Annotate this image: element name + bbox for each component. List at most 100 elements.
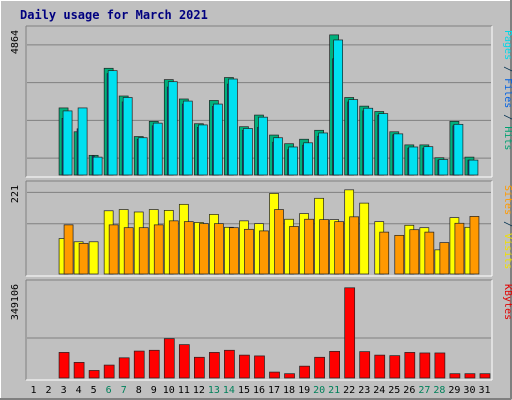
bar-kbytes-day-10 [163,338,175,379]
bar-pages-day-20 [318,132,328,176]
panel-visits-sites: 221 Sites / Visits [10,180,512,277]
x-tick-label-day-17: 17 [268,385,280,396]
bar-pages-day-9 [152,122,163,176]
bar-pages-day-21 [333,39,343,176]
bar-sites-day-28 [439,242,450,275]
legend-entry: / [502,215,512,233]
bar-sites-day-21 [334,221,344,275]
bar-kbytes-day-12 [194,356,205,379]
bar-sites-day-14 [229,227,239,275]
bar-pages-day-29 [453,123,464,176]
bar-sites-day-13 [214,223,224,275]
bar-kbytes-day-19 [299,365,310,379]
bar-pages-day-28 [438,159,449,176]
legend-entry: Hits [502,126,512,150]
bar-kbytes-day-30 [464,373,476,379]
bar-sites-day-9 [153,224,164,275]
bar-pages-day-19 [303,142,313,176]
chart-title: Daily usage for March 2021 [20,8,208,22]
bar-pages-day-17 [273,137,283,176]
bar-pages-day-12 [198,124,208,176]
legend-entry: Sites [502,185,512,215]
bar-sites-day-6 [108,224,119,275]
bar-kbytes-day-7 [118,357,130,379]
bar-kbytes-day-31 [479,373,491,379]
bar-kbytes-day-11 [178,344,190,379]
bar-pages-day-30 [468,159,479,176]
bar-sites-day-26 [409,229,420,275]
bar-pages-day-10 [167,81,178,176]
x-tick-label-day-2: 2 [46,385,52,396]
bar-kbytes-day-28 [434,352,446,379]
bar-kbytes-day-16 [254,355,265,379]
bar-sites-day-10 [168,220,179,275]
x-tick-label-day-3: 3 [61,385,67,396]
x-tick-label-day-19: 19 [298,385,310,396]
legend-entry: Files [502,78,512,108]
x-tick-label-day-21: 21 [328,385,340,396]
x-tick-label-day-16: 16 [253,385,265,396]
bar-pages-day-11 [182,100,193,176]
x-tick-label-day-27: 27 [418,385,430,396]
bar-kbytes-day-22 [344,287,356,379]
bar-pages-day-15 [243,128,253,176]
x-tick-label-day-22: 22 [343,385,355,396]
bar-sites-day-3 [63,224,74,275]
bar-sites-day-11 [183,221,194,275]
bar-pages-day-6 [107,70,118,176]
bar-kbytes-day-5 [88,370,100,379]
x-tick-label-day-6: 6 [106,385,112,396]
panel-legend: Pages / Files / Hits [502,30,512,150]
bar-pages-day-16 [258,116,268,176]
x-tick-label-day-18: 18 [283,385,295,396]
bar-kbytes-day-4 [73,362,85,379]
bar-pages-day-27 [423,146,434,176]
bar-sites-day-17 [274,209,284,275]
bar-pages-day-5 [92,156,103,176]
x-tick-label-day-1: 1 [31,385,37,396]
bar-kbytes-day-18 [284,373,295,379]
bar-sites-day-27 [424,231,435,275]
x-tick-label-day-20: 20 [313,385,325,396]
bar-pages-day-24 [378,113,389,176]
bar-kbytes-day-26 [404,352,416,379]
bar-sites-day-8 [138,227,149,275]
bar-kbytes-day-8 [133,350,145,379]
x-tick-label-day-12: 12 [193,385,205,396]
legend-entry: KBytes [502,284,512,320]
bar-pages-day-26 [408,146,419,176]
bar-kbytes-day-29 [449,373,461,379]
bar-sites-day-7 [123,227,134,275]
x-tick-label-day-4: 4 [76,385,82,396]
bar-kbytes-day-17 [269,371,280,379]
bar-kbytes-day-13 [209,352,220,379]
bar-sites-day-15 [244,228,254,275]
bar-pages-day-13 [213,103,223,176]
bar-pages-day-18 [288,146,298,176]
bar-sites-day-20 [319,219,329,275]
x-tick-label-day-26: 26 [403,385,415,396]
x-tick-label-day-25: 25 [388,385,400,396]
bar-pages-day-8 [137,137,148,176]
bar-sites-day-4 [78,243,89,275]
x-tick-label-day-10: 10 [163,385,175,396]
bar-pages-day-14 [228,78,238,176]
bar-sites-day-30 [469,216,480,275]
legend-entry: / [502,60,512,78]
bar-sites-day-12 [199,223,209,275]
x-tick-label-day-7: 7 [121,385,127,396]
x-tick-label-day-13: 13 [208,385,220,396]
x-tick-label-day-30: 30 [463,385,475,396]
bar-visits-day-5 [88,241,99,275]
x-tick-label-day-5: 5 [91,385,97,396]
bar-pages-day-22 [348,99,359,176]
bar-pages-day-7 [122,97,133,176]
bar-sites-day-24 [379,231,390,275]
bar-kbytes-day-15 [239,354,250,379]
x-tick-label-day-15: 15 [238,385,250,396]
bar-kbytes-day-25 [389,355,401,379]
panel-kbytes: 349106 KBytes [10,279,512,381]
x-tick-label-day-14: 14 [223,385,235,396]
